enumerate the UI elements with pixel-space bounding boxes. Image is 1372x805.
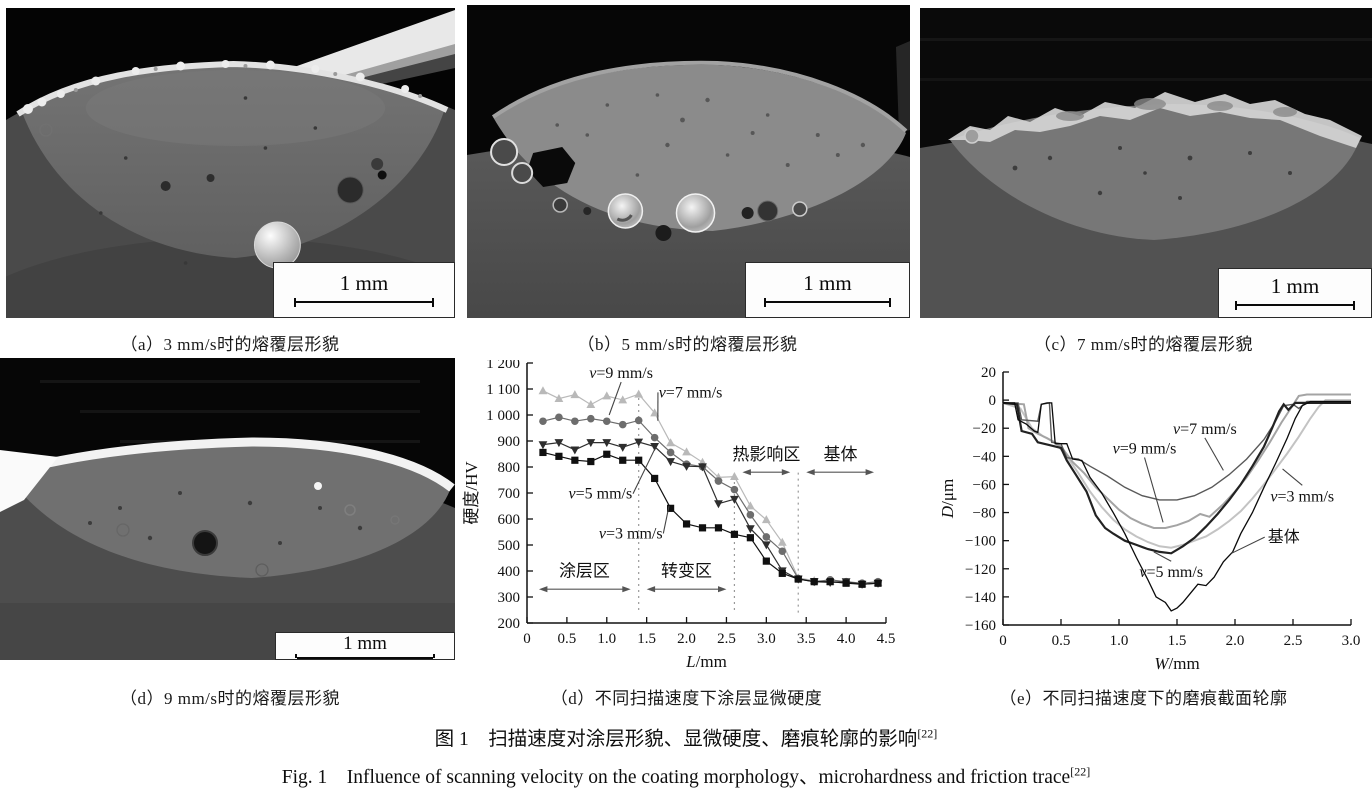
svg-text:1.0: 1.0 xyxy=(597,631,616,647)
svg-text:v=3 mm/s: v=3 mm/s xyxy=(1270,488,1334,505)
microhardness-chart: 200 300 400 500 600 700 800 900 1 000 1 100 1 200 0… xyxy=(462,360,896,671)
sem-image-b xyxy=(467,5,910,318)
scale-bar-a: 1 mm xyxy=(273,262,455,318)
svg-text:0: 0 xyxy=(999,633,1007,649)
scale-bar-b: 1 mm xyxy=(745,262,910,318)
svg-text:v=3 mm/s: v=3 mm/s xyxy=(599,526,663,543)
sem-image-a xyxy=(6,8,455,318)
svg-text:3.0: 3.0 xyxy=(757,631,776,647)
svg-text:4.0: 4.0 xyxy=(837,631,856,647)
svg-text:−40: −40 xyxy=(973,449,996,465)
sem-image-c xyxy=(920,8,1372,318)
sem-panel-c: 1 mm xyxy=(920,8,1372,318)
caption-panel-c: （c）7 mm/s时的熔覆层形貌 xyxy=(1033,335,1254,354)
svg-text:−80: −80 xyxy=(973,506,996,522)
svg-text:v=7 mm/s: v=7 mm/s xyxy=(659,384,723,401)
caption-panel-d-sem: （d）9 mm/s时的熔覆层形貌 xyxy=(119,689,341,708)
svg-text:2.0: 2.0 xyxy=(677,631,696,647)
svg-text:300: 300 xyxy=(498,590,521,606)
svg-text:800: 800 xyxy=(498,460,521,476)
svg-text:2.0: 2.0 xyxy=(1226,633,1245,649)
svg-text:−160: −160 xyxy=(965,618,996,634)
scale-bar-line xyxy=(1235,301,1355,310)
svg-text:0: 0 xyxy=(989,393,997,409)
sem-image-d xyxy=(0,358,455,660)
svg-text:−120: −120 xyxy=(965,562,996,578)
svg-text:v=5 mm/s: v=5 mm/s xyxy=(1139,564,1203,581)
svg-text:v=9 mm/s: v=9 mm/s xyxy=(589,365,653,382)
svg-text:3.0: 3.0 xyxy=(1342,633,1361,649)
svg-text:600: 600 xyxy=(498,512,521,528)
sem-panel-d: 1 mm xyxy=(0,358,455,660)
caption-panel-a: （a）3 mm/s时的熔覆层形貌 xyxy=(120,335,340,354)
svg-text:2.5: 2.5 xyxy=(717,631,736,647)
svg-text:−140: −140 xyxy=(965,590,996,606)
svg-text:W/mm: W/mm xyxy=(1154,654,1199,673)
svg-text:−60: −60 xyxy=(973,477,996,493)
svg-text:涂层区: 涂层区 xyxy=(559,561,610,580)
svg-text:1.5: 1.5 xyxy=(637,631,656,647)
svg-text:200: 200 xyxy=(498,616,521,632)
svg-text:热影响区: 热影响区 xyxy=(732,445,800,464)
wear-profile-chart: −160 −140 −120 −100 −80 −60 −40 −20 0 20 0 0.5 1.0 1.… xyxy=(938,365,1361,673)
scale-bar-line xyxy=(763,298,892,307)
figure-caption-zh-ref: [22] xyxy=(917,726,938,741)
scale-bar-c: 1 mm xyxy=(1218,268,1372,318)
svg-text:1 200: 1 200 xyxy=(486,360,520,372)
scale-bar-label: 1 mm xyxy=(803,271,852,295)
svg-text:0: 0 xyxy=(523,631,531,647)
figure-caption-en: Fig. 1 Influence of scanning velocity on… xyxy=(0,760,1372,789)
svg-text:v=9 mm/s: v=9 mm/s xyxy=(1113,441,1177,458)
caption-chart-e: （e）不同扫描速度下的磨痕截面轮廓 xyxy=(999,689,1288,708)
svg-text:L/mm: L/mm xyxy=(685,652,727,671)
svg-text:硬度/HV: 硬度/HV xyxy=(462,461,481,525)
svg-text:1 100: 1 100 xyxy=(486,382,520,398)
svg-text:−100: −100 xyxy=(965,534,996,550)
svg-text:v=7 mm/s: v=7 mm/s xyxy=(1173,421,1237,438)
svg-text:基体: 基体 xyxy=(1268,528,1300,546)
figure-caption-zh: 图 1 扫描速度对涂层形貌、显微硬度、磨痕轮廓的影响[22] xyxy=(0,722,1372,751)
scale-bar-line xyxy=(295,654,435,659)
svg-text:20: 20 xyxy=(981,365,996,381)
svg-text:D/μm: D/μm xyxy=(938,479,957,519)
svg-text:−20: −20 xyxy=(973,421,996,437)
scale-bar-d: 1 mm xyxy=(275,632,455,660)
figure-caption-en-ref: [22] xyxy=(1070,764,1091,779)
scale-bar-label: 1 mm xyxy=(343,633,387,654)
svg-text:1 000: 1 000 xyxy=(486,408,520,424)
sem-panel-a: 1 mm xyxy=(6,8,455,318)
figure-caption-zh-text: 图 1 扫描速度对涂层形貌、显微硬度、磨痕轮廓的影响 xyxy=(434,729,918,750)
svg-text:1.0: 1.0 xyxy=(1110,633,1129,649)
svg-text:500: 500 xyxy=(498,538,521,554)
svg-text:转变区: 转变区 xyxy=(661,561,712,580)
caption-chart-d: （d）不同扫描速度下涂层显微硬度 xyxy=(550,689,823,708)
figure-caption-en-text: Fig. 1 Influence of scanning velocity on… xyxy=(281,767,1071,788)
svg-text:900: 900 xyxy=(498,434,521,450)
scale-bar-line xyxy=(293,298,435,307)
scale-bar-label: 1 mm xyxy=(1270,274,1320,298)
svg-text:400: 400 xyxy=(498,564,521,580)
svg-text:700: 700 xyxy=(498,486,521,502)
scale-bar-label: 1 mm xyxy=(339,271,389,295)
svg-text:3.5: 3.5 xyxy=(797,631,816,647)
sem-panel-b: 1 mm xyxy=(467,5,910,318)
svg-text:0.5: 0.5 xyxy=(1052,633,1071,649)
caption-panel-b: （b）5 mm/s时的熔覆层形貌 xyxy=(577,335,798,354)
svg-text:v=5 mm/s: v=5 mm/s xyxy=(569,486,633,503)
svg-text:1.5: 1.5 xyxy=(1168,633,1187,649)
svg-text:基体: 基体 xyxy=(824,445,858,464)
svg-text:4.5: 4.5 xyxy=(877,631,896,647)
svg-text:2.5: 2.5 xyxy=(1284,633,1303,649)
svg-text:0.5: 0.5 xyxy=(558,631,577,647)
